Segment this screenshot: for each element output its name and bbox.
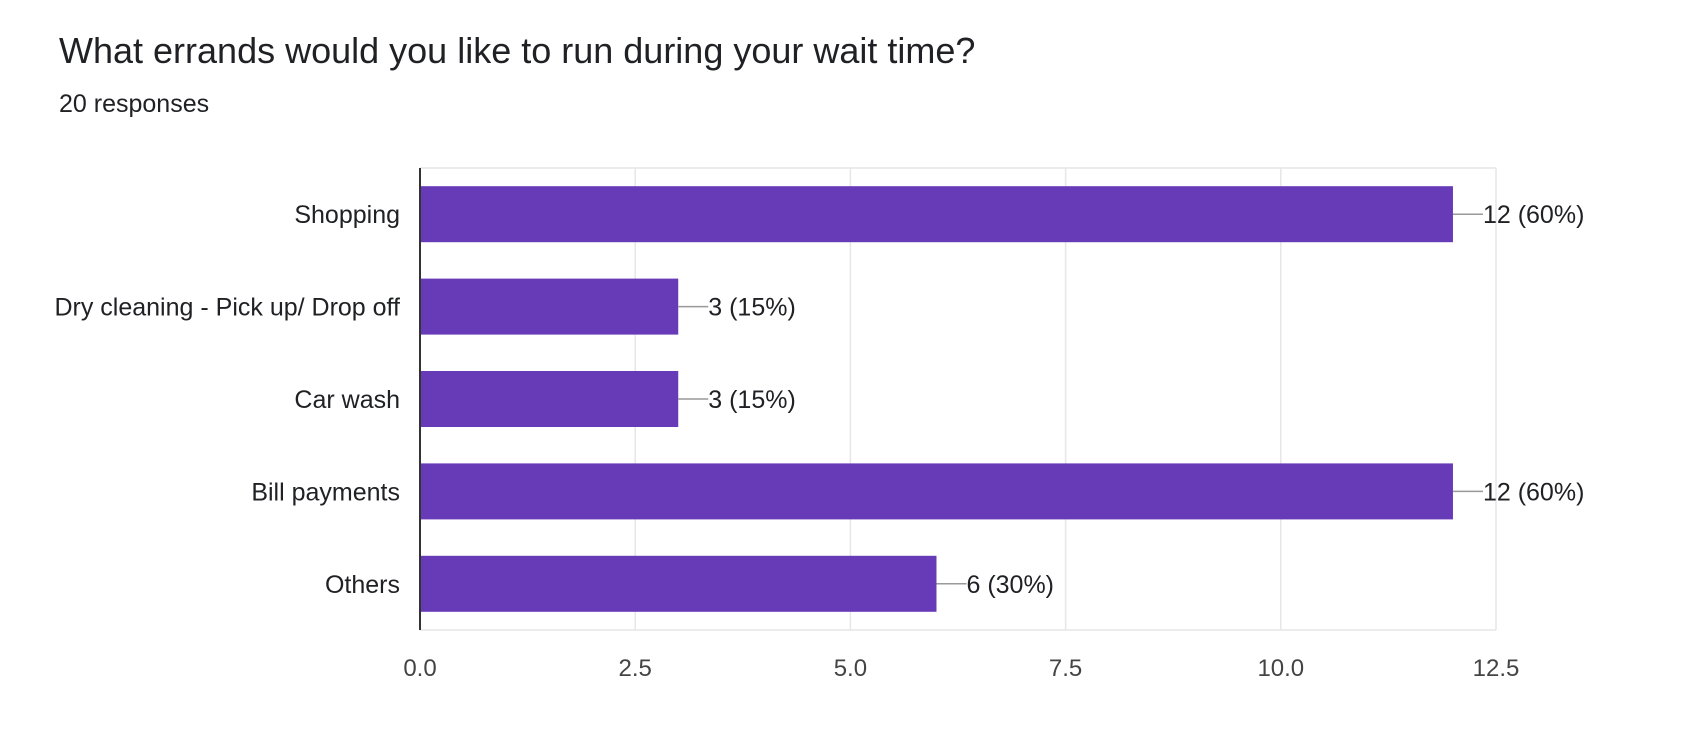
- x-tick-label: 5.0: [834, 655, 867, 682]
- category-label: Car wash: [294, 386, 400, 414]
- category-label: Bill payments: [251, 478, 400, 506]
- category-label: Dry cleaning - Pick up/ Drop off: [54, 294, 400, 322]
- x-tick-label: 2.5: [619, 655, 652, 682]
- bar: [420, 463, 1453, 520]
- x-tick-label: 7.5: [1049, 655, 1082, 682]
- bar: [420, 371, 679, 427]
- bars: [420, 186, 1453, 612]
- bar: [420, 186, 1453, 243]
- category-label: Others: [325, 571, 400, 599]
- question-title: What errands would you like to run durin…: [59, 30, 976, 71]
- x-tick-label: 0.0: [403, 655, 436, 682]
- data-label: 6 (30%): [966, 571, 1054, 599]
- data-label: 12 (60%): [1483, 201, 1584, 229]
- x-tick-label: 10.0: [1257, 655, 1304, 682]
- data-label: 12 (60%): [1483, 478, 1584, 506]
- x-tick-label: 12.5: [1473, 655, 1520, 682]
- bar: [420, 278, 679, 335]
- labels: 0.0 2.5 5.0 7.5 10.0 12.5 Shopping 12 (60%) Dry …: [54, 201, 1584, 682]
- category-label: Shopping: [294, 201, 400, 229]
- data-label: 3 (15%): [708, 294, 796, 322]
- bar: [420, 555, 937, 612]
- data-label: 3 (15%): [708, 386, 796, 414]
- response-count: 20 responses: [59, 90, 210, 118]
